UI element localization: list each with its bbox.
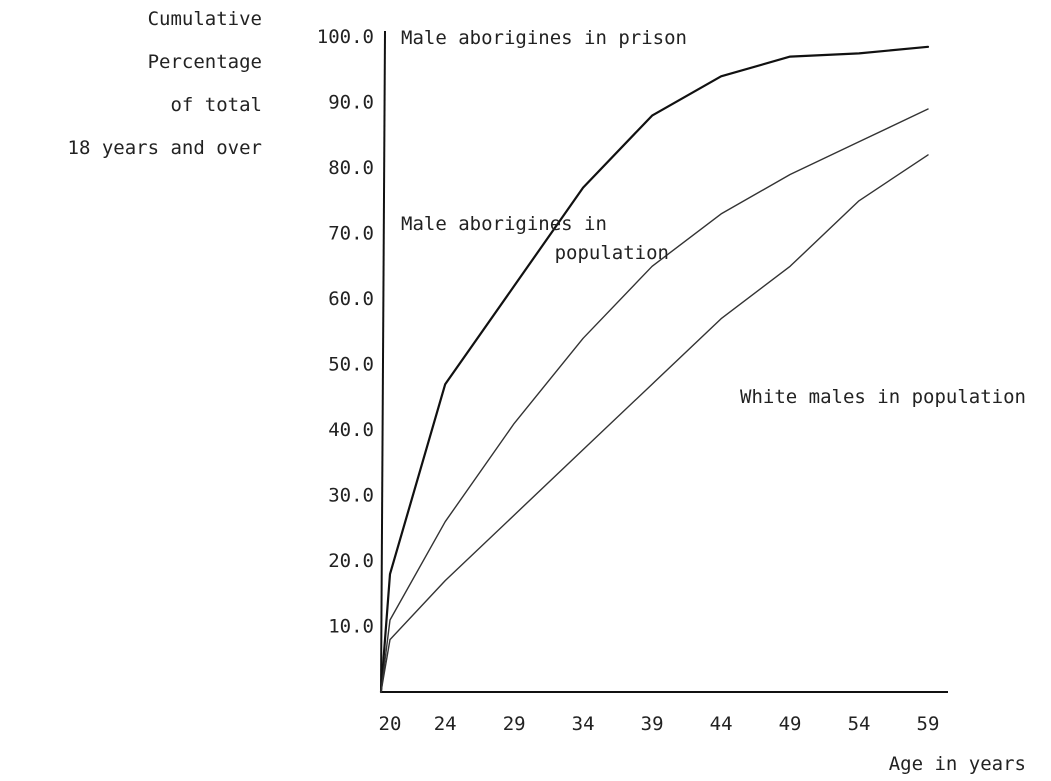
x-tick-label: 39: [641, 713, 664, 735]
x-tick-label: 54: [848, 713, 871, 735]
y-axis: [380, 30, 386, 693]
y-tick-label: 10.0: [328, 616, 374, 638]
series-labels: Male aborigines in prison Male aborigines…: [401, 27, 1026, 408]
y-axis-label-line-1: Cumulative: [148, 8, 262, 30]
x-axis-label: Age in years: [889, 753, 1026, 775]
y-tick-label: 40.0: [328, 419, 374, 441]
x-tick-labels: 20 24 29 34 39 44 49 54 59: [379, 713, 940, 735]
y-tick-label: 30.0: [328, 485, 374, 507]
y-tick-label: 20.0: [328, 550, 374, 572]
x-tick-label: 24: [434, 713, 457, 735]
series-label-1: Male aborigines in prison: [401, 27, 687, 49]
y-axis-label-line-2: Percentage: [148, 51, 262, 73]
series-lines: [379, 45, 930, 694]
x-tick-label: 34: [572, 713, 595, 735]
y-tick-label: 90.0: [328, 92, 374, 114]
x-tick-label: 49: [779, 713, 802, 735]
series-line-2: [380, 108, 929, 693]
y-tick-label: 70.0: [328, 223, 374, 245]
x-tick-label: 20: [379, 713, 402, 735]
series-label-3: White males in population: [740, 386, 1026, 408]
series-line-1: [379, 45, 930, 694]
y-tick-label: 60.0: [328, 288, 374, 310]
y-tick-label: 50.0: [328, 354, 374, 376]
series-label-2: Male aborigines in: [401, 213, 607, 235]
y-tick-labels: 10.0 20.0 30.0 40.0 50.0 60.0 70.0 80.0 90.0 100.…: [317, 26, 374, 638]
y-axis-label-line-3: of total: [170, 94, 262, 116]
x-tick-label: 29: [503, 713, 526, 735]
series-line-3: [380, 154, 929, 693]
y-tick-label: 100.0: [317, 26, 374, 48]
x-tick-label: 44: [710, 713, 733, 735]
y-tick-label: 80.0: [328, 157, 374, 179]
y-axis-label-line-4: 18 years and over: [68, 137, 262, 159]
x-tick-label: 59: [917, 713, 940, 735]
series-label-2: population: [555, 242, 669, 264]
